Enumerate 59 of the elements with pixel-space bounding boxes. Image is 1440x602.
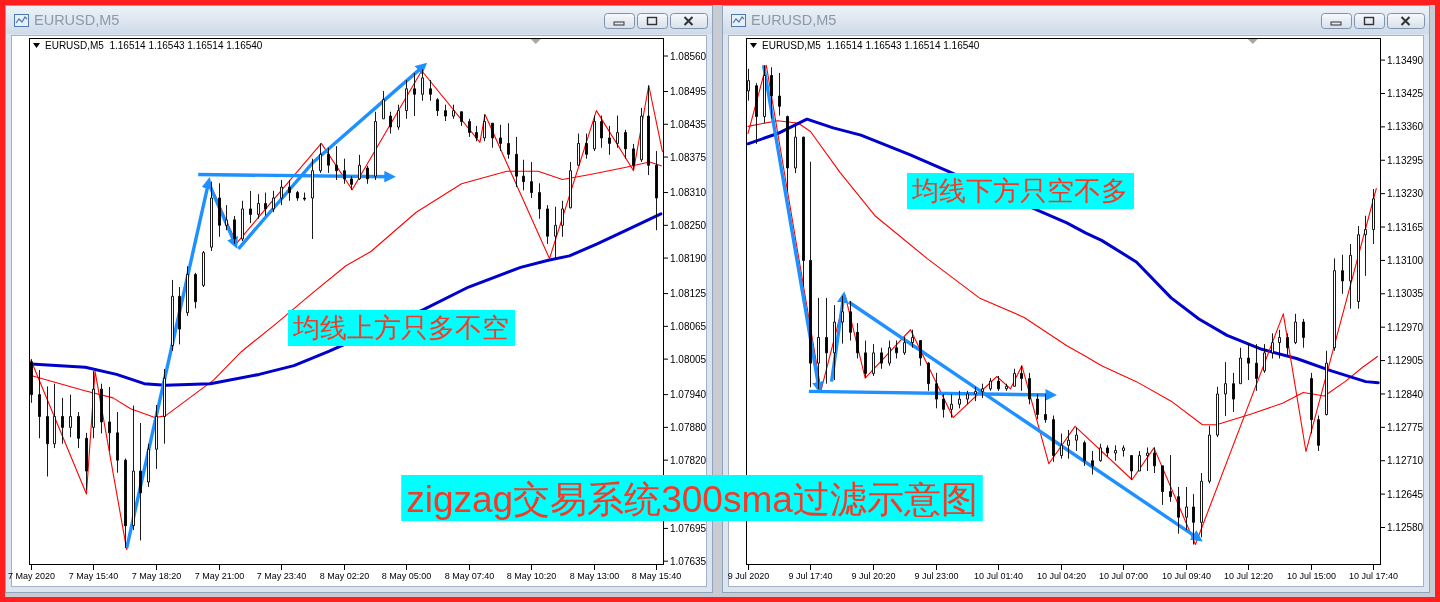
y-tick-label: 1.12905 (1387, 355, 1424, 367)
y-tick-label: 1.12580 (1387, 522, 1424, 534)
y-tick-label: 1.08125 (670, 288, 707, 300)
x-tick-label: 7 May 23:40 (256, 571, 307, 581)
text: zigzag交易系统300sma过滤示意图 (406, 478, 978, 520)
y-tick-label: 1.08495 (670, 86, 707, 98)
y-tick-label: 1.13295 (1387, 154, 1424, 166)
y-tick-label: 1.13490 (1387, 54, 1424, 66)
y-tick-label: 1.08065 (670, 320, 707, 332)
x-tick-label: 7 May 21:00 (194, 571, 245, 581)
x-tick-label: 10 Jul 04:20 (1036, 571, 1087, 581)
y-tick-label: 1.13425 (1387, 88, 1424, 100)
x-tick-label: 7 May 2020 (7, 571, 56, 581)
chart-title: EURUSD,M5 (751, 12, 837, 28)
y-tick-label: 1.08190 (670, 252, 707, 264)
y-tick-label: 1.07820 (670, 454, 707, 466)
chart-subtitle: EURUSD,M5 1.16514 1.16543 1.16514 1.16540 (762, 40, 980, 51)
y-tick-label: 1.07880 (670, 421, 707, 433)
x-tick-label: 10 Jul 07:00 (1098, 571, 1149, 581)
x-tick-label: 10 Jul 17:40 (1348, 571, 1399, 581)
chart-title: EURUSD,M5 (34, 12, 120, 28)
y-tick-label: 1.07695 (670, 523, 707, 535)
x-tick-label: 9 Jul 20:20 (851, 571, 896, 581)
y-tick-label: 1.12710 (1387, 455, 1424, 467)
annotation: 均线下方只空不多 (911, 176, 1128, 206)
y-tick-label: 1.08005 (670, 353, 707, 365)
chart-subtitle: EURUSD,M5 1.16514 1.16543 1.16514 1.16540 (45, 40, 263, 51)
x-tick-label: 10 Jul 12:20 (1223, 571, 1274, 581)
x-tick-label: 8 May 05:00 (381, 571, 432, 581)
x-tick-label: 9 Jul 23:00 (914, 571, 959, 581)
x-tick-label: 9 Jul 2020 (727, 571, 770, 581)
x-tick-label: 10 Jul 15:00 (1286, 571, 1337, 581)
x-tick-label: 7 May 15:40 (68, 571, 119, 581)
y-tick-label: 1.08310 (670, 187, 707, 199)
y-tick-label: 1.08435 (670, 118, 707, 130)
x-tick-label: 8 May 02:20 (319, 571, 370, 581)
y-tick-label: 1.12970 (1387, 321, 1424, 333)
y-tick-label: 1.13360 (1387, 121, 1424, 133)
y-tick-label: 1.13100 (1387, 255, 1424, 267)
x-tick-label: 8 May 07:40 (444, 571, 495, 581)
y-tick-label: 1.12645 (1387, 488, 1424, 500)
x-tick-label: 10 Jul 09:40 (1161, 571, 1212, 581)
y-tick-label: 1.07940 (670, 389, 707, 401)
y-tick-label: 1.12840 (1387, 388, 1424, 400)
y-tick-label: 1.07635 (670, 555, 707, 567)
y-tick-label: 1.12775 (1387, 421, 1424, 433)
x-tick-label: 10 Jul 01:40 (973, 571, 1024, 581)
x-tick-label: 8 May 15:40 (631, 571, 682, 581)
y-tick-label: 1.08250 (670, 219, 707, 231)
x-tick-label: 8 May 10:20 (506, 571, 557, 581)
annotation: 均线上方只多不空 (292, 313, 509, 343)
y-tick-label: 1.08560 (670, 50, 707, 62)
x-tick-label: 8 May 13:00 (569, 571, 620, 581)
y-tick-label: 1.08375 (670, 151, 707, 163)
y-tick-label: 1.13165 (1387, 221, 1424, 233)
y-tick-label: 1.13035 (1387, 288, 1424, 300)
x-tick-label: 9 Jul 17:40 (788, 571, 833, 581)
x-tick-label: 7 May 18:20 (131, 571, 182, 581)
y-tick-label: 1.13230 (1387, 188, 1424, 200)
